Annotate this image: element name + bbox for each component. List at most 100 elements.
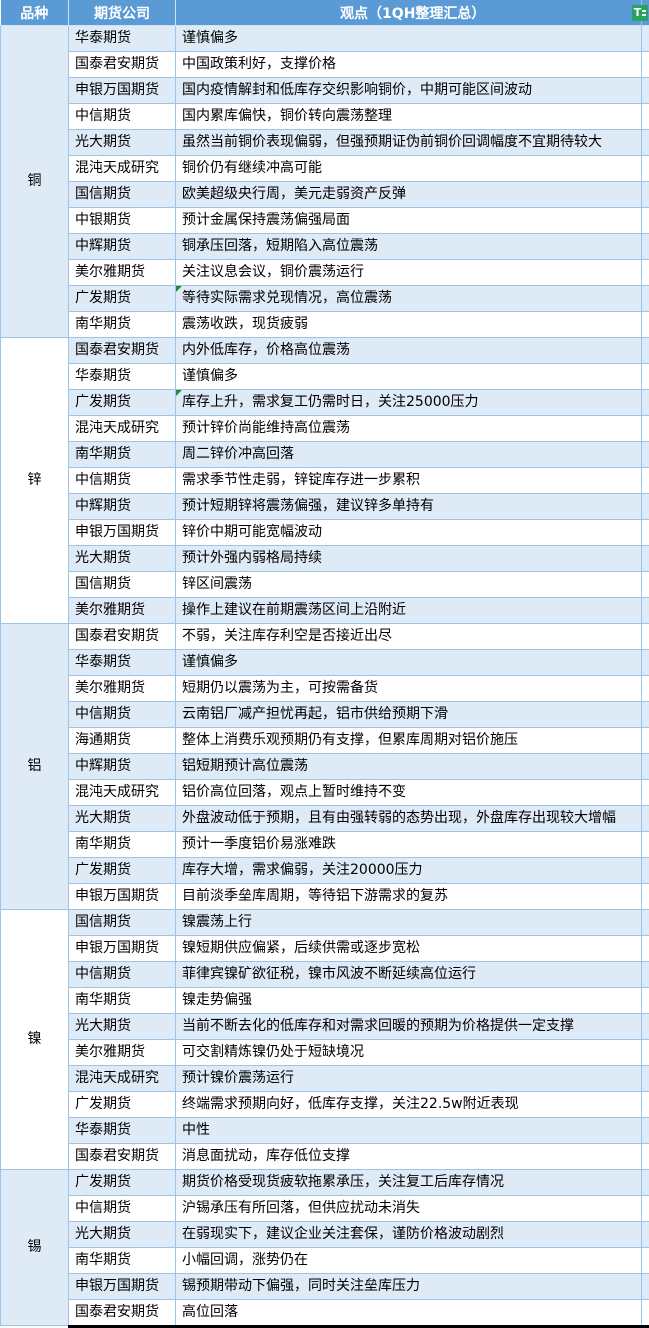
view-cell[interactable]: 铝价高位回落，观点上暂时维持不变: [175, 779, 649, 806]
view-cell[interactable]: 不弱，关注库存利空是否接近出尽: [175, 623, 649, 650]
view-cell[interactable]: 需求季节性走弱，锌锭库存进一步累积: [175, 467, 649, 494]
company-cell[interactable]: 华泰期货: [68, 649, 176, 676]
view-cell[interactable]: 库存大增，需求偏弱，关注20000压力: [175, 857, 649, 884]
company-cell[interactable]: 中信期货: [68, 467, 176, 494]
view-cell[interactable]: 锌区间震荡: [175, 571, 649, 598]
view-cell[interactable]: 预计一季度铝价易涨难跌: [175, 831, 649, 858]
view-cell[interactable]: 消息面扰动，库存低位支撑: [175, 1143, 649, 1170]
view-cell[interactable]: 当前不断去化的低库存和对需求回暖的预期为价格提供一定支撑: [175, 1013, 649, 1040]
view-cell[interactable]: 镍短期供应偏紧，后续供需或逐步宽松: [175, 935, 649, 962]
company-cell[interactable]: 国泰君安期货: [68, 51, 176, 78]
company-cell[interactable]: 光大期货: [68, 545, 176, 572]
view-cell[interactable]: 锌价中期可能宽幅波动: [175, 519, 649, 546]
company-cell[interactable]: 华泰期货: [68, 363, 176, 390]
view-cell[interactable]: 谨慎偏多: [175, 25, 649, 52]
view-cell[interactable]: 等待实际需求兑现情况，高位震荡: [175, 285, 649, 312]
company-cell[interactable]: 南华期货: [68, 987, 176, 1014]
company-cell[interactable]: 华泰期货: [68, 1117, 176, 1144]
company-cell[interactable]: 国泰君安期货: [68, 623, 176, 650]
company-cell[interactable]: 混沌天成研究: [68, 155, 176, 182]
view-cell[interactable]: 锡预期带动下偏强，同时关注垒库压力: [175, 1273, 649, 1300]
view-cell[interactable]: 预计短期锌将震荡偏强，建议锌多单持有: [175, 493, 649, 520]
view-cell[interactable]: 中国政策利好，支撑价格: [175, 51, 649, 78]
company-cell[interactable]: 中银期货: [68, 207, 176, 234]
company-cell[interactable]: 海通期货: [68, 727, 176, 754]
company-cell[interactable]: 中信期货: [68, 961, 176, 988]
view-cell[interactable]: 预计锌价尚能维持高位震荡: [175, 415, 649, 442]
view-cell[interactable]: 预计金属保持震荡偏强局面: [175, 207, 649, 234]
view-cell[interactable]: 在弱现实下，建议企业关注套保，谨防价格波动剧烈: [175, 1221, 649, 1248]
company-cell[interactable]: 广发期货: [68, 1169, 176, 1196]
company-cell[interactable]: 南华期货: [68, 441, 176, 468]
company-cell[interactable]: 中信期货: [68, 701, 176, 728]
company-cell[interactable]: 申银万国期货: [68, 77, 176, 104]
view-cell[interactable]: 操作上建议在前期震荡区间上沿附近: [175, 597, 649, 624]
header-cell-variety[interactable]: 品种: [0, 0, 69, 26]
view-cell[interactable]: 目前淡季垒库周期，等待铝下游需求的复苏: [175, 883, 649, 910]
company-cell[interactable]: 广发期货: [68, 389, 176, 416]
view-cell[interactable]: 铝短期预计高位震荡: [175, 753, 649, 780]
view-cell[interactable]: 短期仍以震荡为主，可按需备货: [175, 675, 649, 702]
header-cell-company[interactable]: 期货公司: [68, 0, 176, 26]
company-cell[interactable]: 中辉期货: [68, 753, 176, 780]
variety-cell[interactable]: 锡: [0, 1169, 69, 1326]
view-cell[interactable]: 虽然当前铜价表现偏弱，但强预期证伪前铜价回调幅度不宜期待较大: [175, 129, 649, 156]
company-cell[interactable]: 光大期货: [68, 129, 176, 156]
view-cell[interactable]: 云南铝厂减产担忧再起，铝市供给预期下滑: [175, 701, 649, 728]
company-cell[interactable]: 美尔雅期货: [68, 675, 176, 702]
company-cell[interactable]: 华泰期货: [68, 25, 176, 52]
view-cell[interactable]: 中性: [175, 1117, 649, 1144]
company-cell[interactable]: 申银万国期货: [68, 1273, 176, 1300]
view-cell[interactable]: 预计镍价震荡运行: [175, 1065, 649, 1092]
company-cell[interactable]: 广发期货: [68, 1091, 176, 1118]
view-cell[interactable]: 铜价仍有继续冲高可能: [175, 155, 649, 182]
company-cell[interactable]: 国泰君安期货: [68, 1143, 176, 1170]
company-cell[interactable]: 美尔雅期货: [68, 1039, 176, 1066]
company-cell[interactable]: 光大期货: [68, 1013, 176, 1040]
view-cell[interactable]: 国内疫情解封和低库存交织影响铜价，中期可能区间波动: [175, 77, 649, 104]
view-cell[interactable]: 周二锌价冲高回落: [175, 441, 649, 468]
table-tool-icon[interactable]: T: [632, 5, 648, 21]
company-cell[interactable]: 混沌天成研究: [68, 779, 176, 806]
view-cell[interactable]: 镍震荡上行: [175, 909, 649, 936]
company-cell[interactable]: 南华期货: [68, 831, 176, 858]
company-cell[interactable]: 申银万国期货: [68, 883, 176, 910]
view-cell[interactable]: 外盘波动低于预期，且有由强转弱的态势出现，外盘库存出现较大增幅: [175, 805, 649, 832]
header-cell-view[interactable]: 观点（1QH整理汇总）: [175, 0, 649, 26]
view-cell[interactable]: 期货价格受现货疲软拖累承压，关注复工后库存情况: [175, 1169, 649, 1196]
company-cell[interactable]: 国信期货: [68, 181, 176, 208]
company-cell[interactable]: 国信期货: [68, 571, 176, 598]
view-cell[interactable]: 铜承压回落，短期陷入高位震荡: [175, 233, 649, 260]
company-cell[interactable]: 混沌天成研究: [68, 1065, 176, 1092]
company-cell[interactable]: 中辉期货: [68, 493, 176, 520]
variety-cell[interactable]: 镍: [0, 909, 69, 1170]
view-cell[interactable]: 国内累库偏快，铜价转向震荡整理: [175, 103, 649, 130]
company-cell[interactable]: 南华期货: [68, 1247, 176, 1274]
company-cell[interactable]: 美尔雅期货: [68, 259, 176, 286]
variety-cell[interactable]: 锌: [0, 337, 69, 624]
view-cell[interactable]: 欧美超级央行周，美元走弱资产反弹: [175, 181, 649, 208]
view-cell[interactable]: 谨慎偏多: [175, 363, 649, 390]
company-cell[interactable]: 南华期货: [68, 311, 176, 338]
view-cell[interactable]: 终端需求预期向好，低库存支撑，关注22.5w附近表现: [175, 1091, 649, 1118]
company-cell[interactable]: 中辉期货: [68, 233, 176, 260]
company-cell[interactable]: 中信期货: [68, 103, 176, 130]
view-cell[interactable]: 镍走势偏强: [175, 987, 649, 1014]
company-cell[interactable]: 广发期货: [68, 857, 176, 884]
view-cell[interactable]: 谨慎偏多: [175, 649, 649, 676]
company-cell[interactable]: 国信期货: [68, 909, 176, 936]
company-cell[interactable]: 光大期货: [68, 805, 176, 832]
view-cell[interactable]: 预计外强内弱格局持续: [175, 545, 649, 572]
view-cell[interactable]: 沪锡承压有所回落，但供应扰动未消失: [175, 1195, 649, 1222]
company-cell[interactable]: 光大期货: [68, 1221, 176, 1248]
company-cell[interactable]: 美尔雅期货: [68, 597, 176, 624]
company-cell[interactable]: 国泰君安期货: [68, 337, 176, 364]
company-cell[interactable]: 申银万国期货: [68, 519, 176, 546]
view-cell[interactable]: 震荡收跌，现货疲弱: [175, 311, 649, 338]
company-cell[interactable]: 广发期货: [68, 285, 176, 312]
view-cell[interactable]: 小幅回调，涨势仍在: [175, 1247, 649, 1274]
view-cell[interactable]: 关注议息会议，铜价震荡运行: [175, 259, 649, 286]
view-cell[interactable]: 可交割精炼镍仍处于短缺境况: [175, 1039, 649, 1066]
view-cell[interactable]: 整体上消费乐观预期仍有支撑，但累库周期对铝价施压: [175, 727, 649, 754]
company-cell[interactable]: 国泰君安期货: [68, 1299, 176, 1326]
